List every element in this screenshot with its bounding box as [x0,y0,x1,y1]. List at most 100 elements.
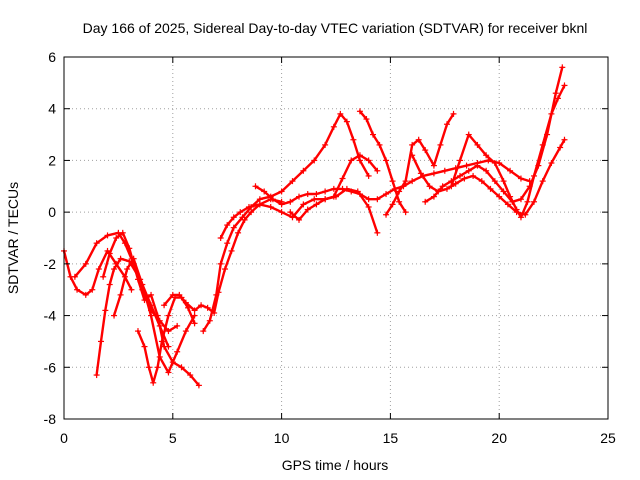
plot-frame [63,56,609,420]
data-point [330,193,337,200]
data-point [374,196,381,203]
data-point [483,167,490,174]
data-point [200,328,207,335]
series-arc1 [61,247,135,298]
data-point [145,364,152,371]
data-point [287,198,294,205]
data-point [443,185,450,192]
data-point [278,201,285,208]
data-point [452,180,459,187]
data-point [195,382,202,389]
data-point [74,286,81,293]
series-arc2 [71,229,181,335]
chart-title: Day 166 of 2025, Sidereal Day-to-day VTE… [83,20,588,36]
series-arc5 [111,255,198,376]
data-point [330,123,337,130]
data-point [409,141,416,148]
data-point [322,141,329,148]
data-point [224,240,231,247]
data-point [461,175,468,182]
data-point [169,291,176,298]
data-point [106,250,113,257]
data-point [356,157,363,164]
data-point [300,201,307,208]
data-point [165,369,172,376]
x-tick-label: 0 [60,430,68,446]
data-point [559,64,566,71]
data-point [443,121,450,128]
data-point [383,211,390,218]
data-point [396,188,403,195]
data-point [111,312,118,319]
data-point [500,188,507,195]
data-point [191,320,198,327]
y-tick-label: -8 [44,411,57,427]
data-point [369,131,376,138]
data-point [154,364,161,371]
series-line [358,110,407,214]
data-point [552,90,559,97]
data-point [182,328,189,335]
data-point [245,203,252,210]
data-point [363,116,370,123]
data-point [356,191,363,198]
data-point [339,185,346,192]
data-point [174,348,181,355]
data-point [148,312,155,319]
data-point [517,175,524,182]
data-point [339,175,346,182]
data-point [130,255,137,262]
data-point [491,178,498,185]
data-point [531,198,538,205]
data-point [389,178,396,185]
data-point [457,157,464,164]
data-point [548,160,555,167]
data-point [457,172,464,179]
y-tick-label: 4 [48,101,56,117]
data-point [148,291,155,298]
data-point [213,291,220,298]
data-point [365,157,372,164]
data-point [198,302,205,309]
data-point [531,172,538,179]
data-point [430,170,437,177]
data-point [97,338,104,345]
data-point [71,273,78,280]
data-point [483,152,490,159]
x-tick-label: 5 [169,430,177,446]
data-point [474,141,481,148]
series-arc16 [287,152,381,223]
data-point [296,193,303,200]
data-point [304,191,311,198]
data-point [350,136,357,143]
data-point [269,196,276,203]
series-arc8 [200,110,372,335]
data-point [422,198,429,205]
data-point [124,266,131,273]
data-point [417,170,424,177]
data-point [206,317,213,324]
data-point [365,172,372,179]
data-point [165,328,172,335]
y-axis-label: SDTVAR / TECUs [5,182,21,294]
data-point [222,266,229,273]
data-point [517,196,524,203]
data-point [561,136,568,143]
data-point [409,152,416,159]
y-tick-label: -4 [44,308,57,324]
data-point [117,291,124,298]
data-point [374,167,381,174]
data-point [93,372,100,379]
data-point [119,229,126,236]
data-point [365,203,372,210]
data-point [217,260,224,267]
data-point [134,328,141,335]
data-point [548,110,555,117]
tick-labels: 0 5 10 15 20 25 -8 -6 -4 -2 0 2 4 6 [44,49,616,446]
data-point [104,232,111,239]
series-line [101,231,201,387]
data-point [507,193,514,200]
data-point [313,201,320,208]
data-point [409,178,416,185]
